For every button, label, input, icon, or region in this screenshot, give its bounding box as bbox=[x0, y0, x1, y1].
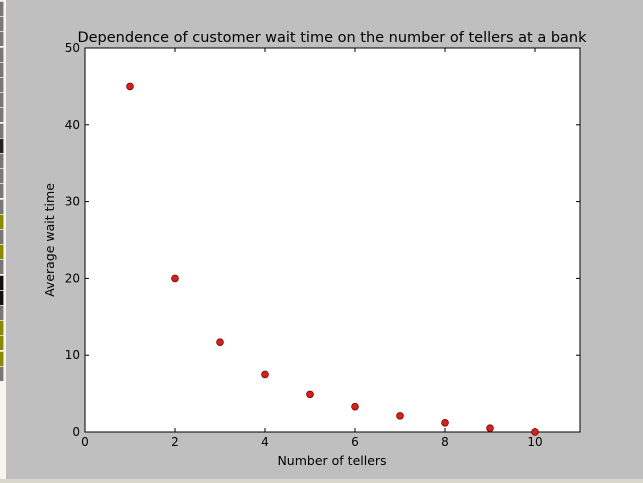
bottom-border bbox=[0, 479, 643, 483]
data-point bbox=[261, 370, 269, 379]
background-text-fragment: █ bbox=[0, 353, 3, 365]
plot-area bbox=[84, 47, 581, 433]
background-text-fragment: █ bbox=[0, 155, 3, 167]
background-text-fragment: █ bbox=[0, 33, 3, 45]
data-points bbox=[126, 82, 539, 436]
background-text-fragment: █ bbox=[0, 3, 3, 15]
background-text-fragment: █ bbox=[0, 49, 3, 61]
data-point bbox=[441, 418, 449, 427]
x-tick-label: 8 bbox=[441, 435, 449, 449]
data-point bbox=[306, 390, 314, 399]
data-point bbox=[351, 402, 359, 411]
background-text-fragment: █ bbox=[0, 109, 3, 121]
background-text-fragment: █ bbox=[0, 125, 3, 137]
data-point bbox=[126, 82, 134, 91]
y-tick-label: 50 bbox=[65, 41, 80, 55]
data-point bbox=[216, 338, 224, 346]
background-text-fragment: █ bbox=[0, 231, 3, 243]
background-text-fragment: █ bbox=[0, 201, 3, 213]
background-text-fragment: █ bbox=[0, 216, 3, 228]
x-axis-label: Number of tellers bbox=[277, 453, 386, 468]
background-text-fragment: █ bbox=[0, 170, 3, 182]
figure-window: Dependence of customer wait time on the … bbox=[6, 0, 643, 479]
x-tick-label: 4 bbox=[261, 435, 269, 449]
y-tick-label: 10 bbox=[65, 348, 80, 362]
background-text-fragment: █ bbox=[0, 94, 3, 106]
y-axis-label: Average wait time bbox=[42, 183, 57, 297]
background-text-fragment: █ bbox=[0, 246, 3, 258]
background-text-fragment: █ bbox=[0, 322, 3, 334]
background-text-fragment: █ bbox=[0, 277, 3, 289]
background-text-fragment: █ bbox=[0, 261, 3, 273]
background-window-strip: █ █ █ █ █ █ █ █ █ █ █ █ █ █ █ █ █ █ █ █ █ █ █ █ █ bbox=[0, 0, 6, 483]
background-text-fragment: █ bbox=[0, 292, 3, 304]
y-tick-label: 20 bbox=[65, 271, 80, 285]
data-point bbox=[396, 412, 404, 420]
background-text-fragment: █ bbox=[0, 79, 3, 91]
data-point bbox=[486, 424, 494, 432]
axis-ticks bbox=[84, 47, 580, 433]
background-text-fragment: █ bbox=[0, 337, 3, 349]
background-text-fragment: █ bbox=[0, 64, 3, 76]
x-tick-label: 10 bbox=[527, 435, 542, 449]
data-point bbox=[531, 428, 539, 436]
x-tick-label: 2 bbox=[171, 435, 179, 449]
scatter-chart: Dependence of customer wait time on the … bbox=[42, 30, 587, 468]
x-tick-label: 6 bbox=[351, 435, 359, 449]
chart-title: Dependence of customer wait time on the … bbox=[77, 30, 587, 46]
y-tick-label: 40 bbox=[65, 118, 80, 132]
y-tick-label: 30 bbox=[65, 195, 80, 209]
background-text-fragment: █ bbox=[0, 185, 3, 197]
y-tick-label: 0 bbox=[72, 425, 80, 439]
x-tick-label: 0 bbox=[81, 435, 89, 449]
background-text-fragment: █ bbox=[0, 368, 3, 380]
tick-labels: 0 2 4 6 8 10 0 10 20 30 40 50 bbox=[65, 41, 543, 449]
data-point bbox=[171, 274, 179, 283]
background-text-fragment: █ bbox=[0, 307, 3, 319]
background-text-fragment: █ bbox=[0, 140, 3, 152]
background-text-fragment: █ bbox=[0, 18, 3, 30]
